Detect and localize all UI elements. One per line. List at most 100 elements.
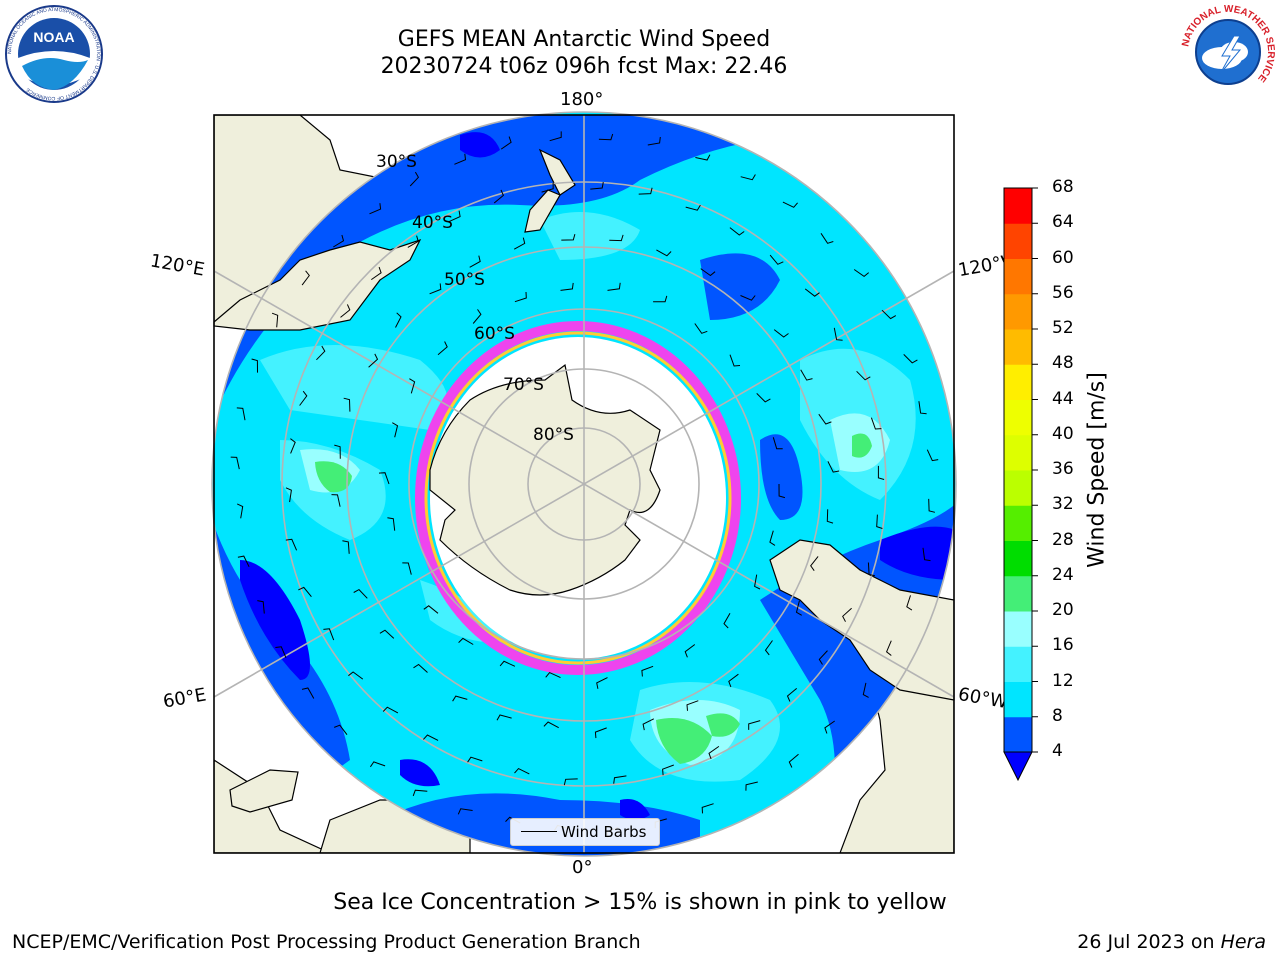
- wind-barb: [922, 547, 931, 562]
- wind-barb: [701, 803, 714, 814]
- lat-label-60s: 60°S: [474, 324, 515, 344]
- wind-barb: [695, 154, 711, 161]
- colorbar-tick-label: 24: [1052, 564, 1074, 585]
- wind-barb: [824, 720, 835, 734]
- wind-barb: [331, 494, 341, 507]
- wind-barb: [818, 650, 828, 665]
- wind-barb: [609, 234, 624, 242]
- colorbar-tick-label: 52: [1052, 318, 1074, 338]
- wind-barb: [448, 210, 461, 223]
- wind-barb: [493, 189, 505, 204]
- wind-barb: [772, 437, 783, 450]
- wind-barb: [641, 665, 654, 677]
- colorbar-cell: [1004, 258, 1032, 295]
- wind-barb: [301, 270, 310, 286]
- wind-barb: [782, 201, 798, 208]
- wind-barb: [413, 663, 428, 673]
- wind-barb: [906, 595, 913, 611]
- wind-barb: [723, 613, 731, 629]
- wind-barb: [323, 628, 335, 641]
- wind-barb: [369, 203, 382, 215]
- wind-barb: [928, 498, 936, 513]
- wind-barb: [342, 540, 350, 554]
- wind-barb: [402, 562, 412, 575]
- colorbar-cell: [1004, 399, 1032, 436]
- wind-barb: [856, 370, 871, 381]
- wind-barb: [343, 397, 351, 412]
- wind-barb: [656, 249, 672, 257]
- wind-barb: [642, 718, 655, 731]
- colorbar-cell: [1004, 646, 1032, 682]
- wind-barb: [271, 312, 279, 328]
- wind-barb: [290, 438, 296, 454]
- wind-barb: [437, 341, 448, 356]
- colorbar-tick-label: 28: [1052, 529, 1074, 550]
- wind-barb: [862, 682, 869, 698]
- wind-barb: [867, 562, 876, 577]
- wind-barb: [513, 237, 526, 250]
- colorbar-cell: [1004, 329, 1032, 365]
- timestamp: 26 Jul 2023 on Hera: [1077, 931, 1266, 953]
- colorbar-cell: [1004, 470, 1032, 506]
- colorbar: [1003, 187, 1038, 782]
- wind-barb: [607, 282, 621, 291]
- wind-barb: [429, 283, 442, 295]
- wind-barb: [409, 378, 416, 394]
- colorbar-cell: [1004, 223, 1032, 259]
- wind-barb: [820, 233, 834, 244]
- colorbar-cell: [1004, 575, 1032, 612]
- wind-barb: [368, 353, 379, 368]
- wind-barb: [340, 304, 351, 318]
- wind-barb: [728, 673, 739, 688]
- wind-barb: [237, 555, 250, 568]
- wind-barb: [598, 133, 614, 141]
- wind-barb: [395, 312, 402, 328]
- wind-barb: [275, 646, 287, 658]
- wind-barb: [729, 227, 745, 236]
- graticule: [211, 111, 957, 857]
- wind-barb: [876, 514, 883, 529]
- wind-barb: [754, 574, 761, 590]
- wind-barb: [653, 295, 668, 303]
- wind-barb: [700, 268, 716, 277]
- wind-barb: [236, 407, 246, 421]
- wind-barb: [684, 644, 696, 658]
- map-subtitle: 20230724 t06z 096h fcst Max: 22.46: [380, 54, 788, 79]
- lat-label-80s: 80°S: [533, 425, 574, 445]
- wind-barb: [804, 288, 820, 297]
- svg-text:NOAA: NOAA: [33, 29, 74, 45]
- colorbar-tick-label: 4: [1052, 741, 1063, 761]
- wind-barb: [613, 775, 627, 784]
- colorbar-cell: [1004, 716, 1032, 753]
- map-title: GEFS MEAN Antarctic Wind Speed: [397, 27, 771, 52]
- wind-barb: [407, 235, 419, 248]
- wind-barb: [412, 789, 428, 797]
- wind-barb: [885, 640, 892, 656]
- wind-barb: [392, 422, 399, 438]
- wind-barb: [230, 456, 240, 470]
- lat-label-70s: 70°S: [503, 375, 544, 395]
- lat-label-30s: 30°S: [376, 152, 417, 172]
- wind-barb: [379, 629, 395, 639]
- colorbar-tick-label: 60: [1052, 247, 1074, 268]
- wind-barb: [409, 171, 420, 187]
- wind-barb: [382, 706, 399, 714]
- wind-barb-legend-label: Wind Barbs: [561, 823, 647, 841]
- wind-barb: [769, 530, 776, 546]
- wind-barb: [778, 483, 786, 499]
- wind-barb: [647, 136, 661, 146]
- map-legend: Wind Barbs: [510, 818, 660, 846]
- colorbar-tick-label: 48: [1052, 353, 1074, 374]
- lon-label-180: 180°: [560, 89, 604, 110]
- colorbar-under-arrow: [1003, 751, 1033, 782]
- colorbar-tick-label: 44: [1052, 388, 1074, 409]
- colorbar-tick-label: 56: [1052, 282, 1074, 303]
- wind-barb: [458, 637, 474, 645]
- wind-barb: [316, 345, 326, 361]
- wind-barb: [662, 764, 674, 776]
- wind-barb: [299, 390, 308, 406]
- wind-barb: [353, 588, 368, 599]
- wind-barb: [827, 461, 840, 473]
- colorbar-cell: [1004, 434, 1032, 471]
